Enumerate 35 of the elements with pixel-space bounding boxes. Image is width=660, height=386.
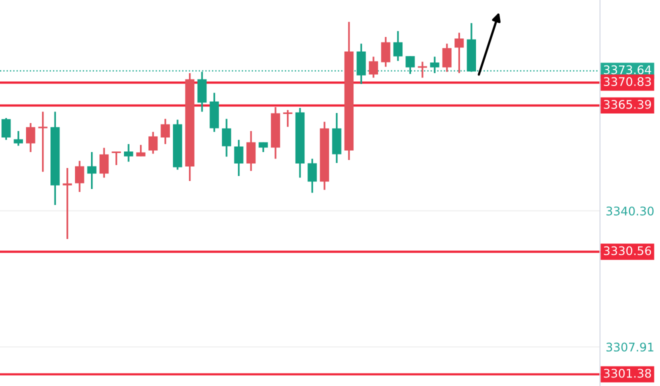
y-tick-label: 3307.91 <box>606 342 654 352</box>
ref-line-label: 3373.64 <box>604 65 652 74</box>
candlestick <box>308 158 317 194</box>
candlestick <box>454 32 464 74</box>
candlestick <box>368 56 378 79</box>
candlestick <box>160 118 170 145</box>
candlestick <box>418 60 428 79</box>
y-tick-label: 3340.30 <box>606 206 654 216</box>
ref-line-label: 3330.56 <box>604 246 652 256</box>
candlestick <box>222 118 232 158</box>
candlestick <box>62 167 72 240</box>
candlestick <box>99 147 109 179</box>
candlestick <box>14 130 23 147</box>
candlestick <box>430 56 440 74</box>
candlestick <box>148 131 158 155</box>
candlestick <box>38 110 48 173</box>
candlestick <box>112 150 121 166</box>
candlestick <box>406 55 415 75</box>
candlestick <box>26 122 36 153</box>
ref-line-label: 3370.83 <box>604 77 651 86</box>
candlestick <box>442 42 452 73</box>
candlestick <box>2 117 11 141</box>
candlestick <box>197 70 207 113</box>
candlestick <box>74 160 84 193</box>
candlestick <box>356 42 366 85</box>
ref-line-label: 3301.38 <box>604 368 652 378</box>
candlestick <box>136 144 146 158</box>
candlestick <box>393 30 403 62</box>
candlestick <box>381 36 390 68</box>
candlestick <box>246 130 256 172</box>
ref-line-label: 3365.39 <box>604 100 651 109</box>
candlestick <box>234 139 244 177</box>
candlestick <box>124 143 134 163</box>
candlestick <box>283 109 292 128</box>
candlestick <box>87 151 96 190</box>
